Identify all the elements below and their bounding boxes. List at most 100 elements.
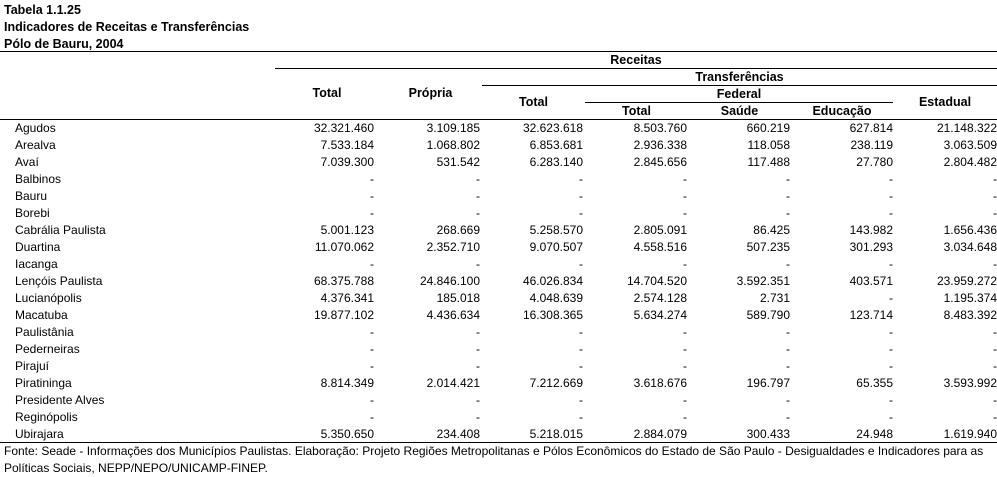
cell-estadual: - [993,325,997,339]
cell-total: - [370,410,374,424]
table-row: Presidente Alves - - - - - - - [0,392,997,409]
municipio-name: Bauru [15,189,48,203]
cell-propria: 3.109.185 [426,121,480,135]
cell-total: - [370,359,374,373]
cell-total: - [370,342,374,356]
cell-total: 8.814.349 [320,376,374,390]
cell-saude: 660.219 [746,121,790,135]
cell-saude: - [786,359,790,373]
table-row: Macatuba 19.877.102 4.436.634 16.308.365 5.6… [0,307,997,324]
cell-educacao: - [889,257,893,271]
table-row: Arealva 7.533.184 1.068.802 6.853.681 2.936.… [0,137,997,154]
cell-federal-total: - [683,342,687,356]
cell-federal-total: - [683,410,687,424]
cell-estadual: 8.483.392 [943,308,997,322]
cell-saude: 507.235 [746,240,790,254]
table-row: Agudos 32.321.460 3.109.185 32.623.618 8.503… [0,120,997,137]
cell-estadual: - [993,342,997,356]
cell-educacao: 123.714 [849,308,893,322]
municipio-name: Iacanga [15,257,58,271]
cell-transferencias-total: - [579,325,583,339]
cell-estadual: 3.063.509 [943,138,997,152]
cell-saude: - [786,342,790,356]
cell-saude: - [786,189,790,203]
data-table: Agudos 32.321.460 3.109.185 32.623.618 8.503… [0,120,997,443]
table-row: Paulistânia - - - - - - - [0,324,997,341]
cell-saude: 3.592.351 [736,274,790,288]
cell-federal-total: - [683,325,687,339]
cell-saude: - [786,393,790,407]
table-title-block: Tabela 1.1.25 Indicadores de Receitas e … [4,2,249,53]
header-receitas: Receitas [610,53,662,67]
cell-total: 5.001.123 [320,223,374,237]
top-rule [0,51,997,52]
table-row: Duartina 11.070.062 2.352.710 9.070.507 4.55… [0,239,997,256]
cell-federal-total: 2.805.091 [633,223,687,237]
cell-educacao: 238.119 [850,138,894,152]
cell-saude: 86.425 [753,223,790,237]
cell-propria: 24.846.100 [419,274,480,288]
cell-transferencias-total: 4.048.639 [529,291,583,305]
cell-transferencias-total: - [579,410,583,424]
cell-federal-total: - [683,172,687,186]
cell-educacao: - [889,342,893,356]
cell-educacao: - [889,410,893,424]
table-row: Ubirajara 5.350.650 234.408 5.218.015 2.884.… [0,426,997,443]
cell-estadual: - [993,172,997,186]
cell-estadual: 3.593.992 [943,376,997,390]
cell-total: 7.533.184 [320,138,374,152]
cell-total: 4.376.341 [320,291,374,305]
header-transferencias: Transferências [695,70,784,84]
cell-educacao: - [889,291,893,305]
cell-estadual: 1.619.940 [943,427,997,441]
municipio-name: Duartina [15,240,61,254]
cell-educacao: 143.982 [849,223,893,237]
cell-estadual: 1.656.436 [943,223,997,237]
cell-transferencias-total: 6.283.140 [529,155,583,169]
table-row: Reginópolis - - - - - - - [0,409,997,426]
cell-total: 7.039.300 [320,155,374,169]
municipio-name: Reginópolis [15,410,78,424]
table-row: Pederneiras - - - - - - - [0,341,997,358]
cell-propria: - [476,172,480,186]
cell-estadual: 21.148.322 [936,121,997,135]
cell-federal-total: 4.558.516 [633,240,687,254]
cell-educacao: - [889,325,893,339]
receitas-rule [275,68,997,69]
cell-estadual: - [993,257,997,271]
cell-federal-total: 8.503.760 [633,121,687,135]
header-federal: Federal [716,87,762,101]
cell-saude: 300.433 [746,427,790,441]
cell-propria: - [476,189,480,203]
cell-transferencias-total: - [579,342,583,356]
cell-propria: - [476,325,480,339]
cell-transferencias-total: 16.308.365 [522,308,583,322]
cell-federal-total: - [683,393,687,407]
cell-total: 5.350.650 [320,427,374,441]
cell-transferencias-total: - [579,257,583,271]
cell-total: 68.375.788 [313,274,374,288]
cell-estadual: 1.195.374 [943,291,997,305]
cell-educacao: - [889,189,893,203]
cell-educacao: 403.571 [849,274,893,288]
cell-saude: 118.058 [747,138,791,152]
cell-federal-total: 2.936.338 [633,138,687,152]
source-note: Fonte: Seade - Informações dos Município… [4,444,984,475]
cell-federal-total: 2.574.128 [633,291,687,305]
cell-transferencias-total: 9.070.507 [529,240,583,254]
municipio-name: Piratininga [15,376,72,390]
municipio-name: Avaí [15,155,39,169]
cell-propria: 2.014.421 [426,376,480,390]
cell-educacao: 65.355 [856,376,893,390]
cell-educacao: 301.293 [849,240,893,254]
cell-total: 32.321.460 [313,121,374,135]
municipio-name: Macatuba [15,308,68,322]
header-estadual: Estadual [918,95,972,109]
cell-educacao: - [889,206,893,220]
cell-educacao: - [889,393,893,407]
cell-estadual: - [993,359,997,373]
cell-propria: - [476,342,480,356]
cell-propria: - [476,410,480,424]
header-transferencias-total: Total [519,95,548,109]
municipio-name: Cabrália Paulista [15,223,106,237]
